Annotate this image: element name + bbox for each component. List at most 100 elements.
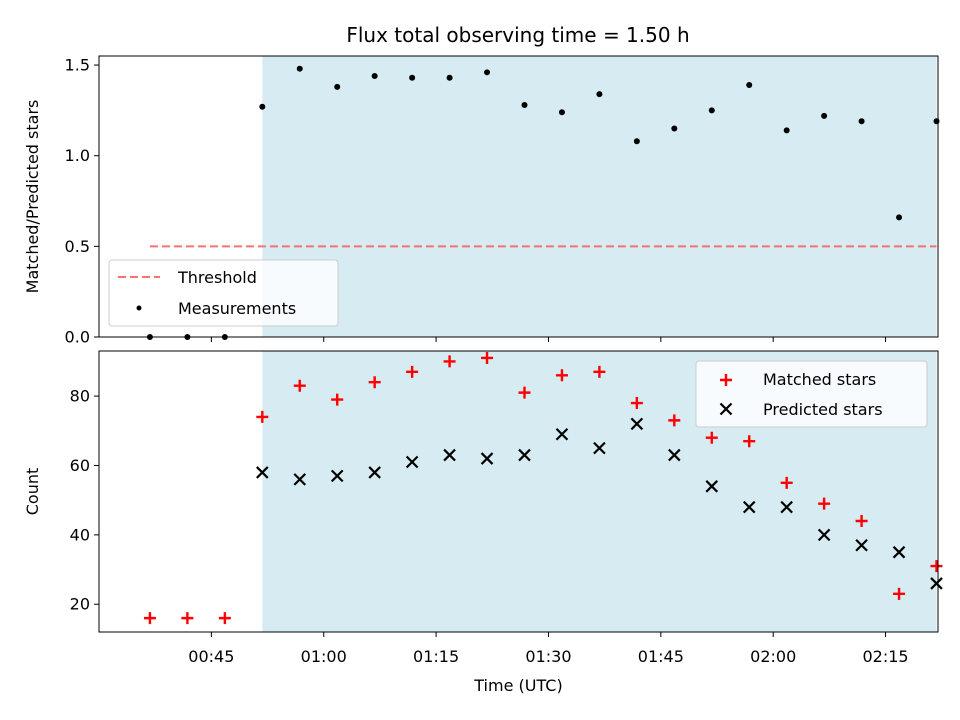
x-tick-label: 02:15 [863, 647, 909, 666]
matched-star-point [780, 476, 793, 489]
x-tick-label: 00:45 [188, 647, 234, 666]
legend-predicted-label: Predicted stars [763, 400, 883, 419]
measurement-point [708, 107, 715, 114]
ratio-y-ticks: 0.0 0.5 1.0 1.5 [65, 56, 99, 347]
predicted-star-point [368, 466, 381, 479]
ratio-axes-frame [98, 55, 939, 338]
matched-star-point [331, 393, 344, 406]
matched-star-point [181, 612, 194, 625]
predicted-star-point [705, 480, 719, 493]
predicted-star-point [443, 448, 456, 462]
predicted-star-point [742, 500, 756, 514]
x-tick-label: 01:00 [301, 647, 347, 666]
y-tick-label: 0.0 [65, 328, 90, 347]
count-x-ticks: 00:45 01:00 01:15 01:30 01:45 02:00 02:15 [188, 632, 909, 666]
x-tick-label: 01:30 [525, 647, 571, 666]
predicted-star-point [293, 473, 307, 486]
matched-star-point [555, 369, 568, 382]
measurement-point [821, 112, 828, 119]
measurement-point [409, 74, 416, 81]
measurement-point [783, 127, 790, 134]
matched-star-point [256, 410, 269, 423]
matched-star-point [705, 431, 718, 444]
ratio-y-axis-label: Matched/Predicted stars [23, 100, 42, 294]
ratio-x-ticks [210, 337, 887, 342]
y-tick-label: 1.5 [65, 56, 90, 75]
legend-matched-swatch [720, 374, 732, 386]
matched-star-point [443, 355, 456, 368]
matched-star-point [518, 386, 531, 399]
measurement-point [858, 118, 865, 125]
predicted-star-point [480, 452, 494, 465]
measurement-point [671, 125, 678, 132]
measurement-point [259, 103, 266, 110]
legend-predicted-swatch [719, 402, 733, 416]
count-y-ticks: 20 40 60 80 [70, 387, 99, 614]
predicted-star-point [630, 417, 644, 431]
legend-x-marker [719, 402, 733, 416]
predicted-star-point [518, 448, 531, 462]
matched-star-point [593, 365, 606, 378]
count-legend: Matched stars Predicted stars [695, 360, 928, 428]
matched-star-point [293, 379, 306, 392]
matched-star-point [481, 351, 494, 364]
predicted-star-point [593, 441, 606, 455]
y-tick-label: 20 [70, 595, 90, 614]
count-legend-box [695, 360, 928, 428]
legend-plus-marker [720, 374, 732, 386]
legend-measurements-swatch [136, 305, 142, 311]
x-tick-label: 01:15 [413, 647, 459, 666]
legend-threshold-label: Threshold [177, 268, 257, 287]
observing-window-shade [262, 56, 937, 337]
measurement-point [896, 214, 903, 221]
y-tick-label: 1.0 [65, 146, 90, 165]
predicted-star-point [817, 528, 831, 542]
ratio-marks [146, 65, 940, 340]
matched-star-point [406, 365, 419, 378]
matched-star-point [855, 514, 868, 527]
measurement-point [746, 82, 753, 89]
predicted-star-point [892, 545, 906, 559]
matched-star-point [743, 435, 756, 448]
matched-star-point [893, 587, 906, 600]
matched-star-point [143, 612, 156, 625]
measurement-point [633, 138, 640, 145]
predicted-star-point [405, 455, 419, 469]
predicted-star-point [256, 466, 269, 479]
matched-star-point [630, 397, 643, 410]
measurement-point [334, 83, 341, 90]
measurement-point [933, 118, 940, 125]
measurement-point [521, 101, 528, 108]
y-tick-label: 40 [70, 525, 90, 544]
predicted-star-point [780, 500, 793, 514]
matched-star-point [668, 414, 681, 427]
count-marks [143, 351, 943, 625]
matched-star-point [930, 560, 943, 573]
matched-star-point [368, 376, 381, 389]
legend-matched-label: Matched stars [763, 370, 876, 389]
x-tick-label: 01:45 [638, 647, 684, 666]
x-tick-label: 02:00 [750, 647, 796, 666]
ratio-panel: 0.0 0.5 1.0 1.5 Matched/Predicted stars Thr… [23, 55, 940, 347]
measurement-point [446, 74, 453, 81]
predicted-star-point [330, 469, 344, 483]
measurement-point [296, 65, 303, 72]
legend-measurements-label: Measurements [178, 299, 296, 318]
ratio-legend-box [108, 259, 339, 327]
ratio-legend: Threshold Measurements [108, 259, 339, 327]
predicted-star-point [555, 427, 569, 441]
measurement-point [596, 91, 603, 98]
measurement-point [371, 72, 378, 79]
y-tick-label: 60 [70, 456, 90, 475]
predicted-star-point [855, 538, 868, 552]
measurement-point [484, 69, 491, 76]
matched-star-point [818, 497, 831, 510]
matched-star-point [218, 612, 231, 625]
measurement-point [558, 109, 565, 116]
x-axis-label: Time (UTC) [473, 676, 562, 695]
count-y-axis-label: Count [23, 468, 42, 516]
count-axes-frame [98, 350, 939, 633]
predicted-star-point [930, 577, 943, 590]
y-tick-label: 0.5 [65, 237, 90, 256]
